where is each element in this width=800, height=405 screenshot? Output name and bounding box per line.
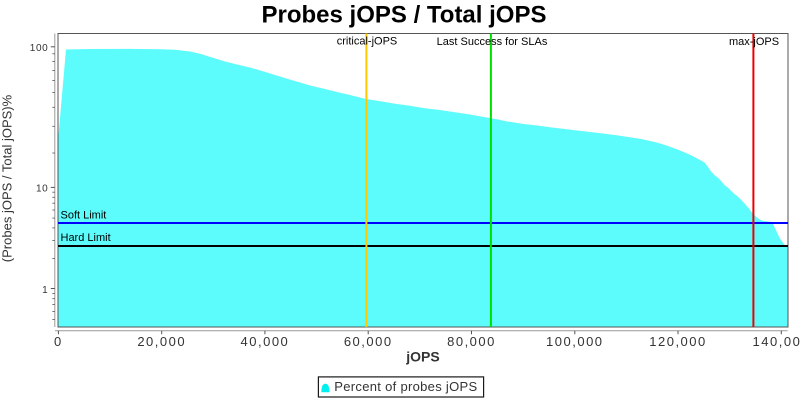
- svg-text:10: 10: [36, 184, 48, 195]
- svg-text:120,000: 120,000: [649, 334, 707, 349]
- svg-text:max-jOPS: max-jOPS: [729, 36, 779, 48]
- svg-text:Last Success for SLAs: Last Success for SLAs: [437, 36, 548, 48]
- svg-text:Hard Limit: Hard Limit: [61, 232, 111, 244]
- svg-text:jOPS: jOPS: [405, 349, 439, 365]
- svg-text:1: 1: [42, 285, 48, 296]
- svg-text:60,000: 60,000: [344, 334, 393, 349]
- svg-text:20,000: 20,000: [137, 334, 186, 349]
- svg-text:40,000: 40,000: [241, 334, 290, 349]
- svg-text:100,000: 100,000: [546, 334, 604, 349]
- svg-text:critical-jOPS: critical-jOPS: [337, 36, 398, 48]
- svg-text:100: 100: [30, 43, 49, 54]
- svg-text:Soft Limit: Soft Limit: [61, 210, 107, 222]
- svg-text:Percent of probes jOPS: Percent of probes jOPS: [334, 379, 477, 394]
- svg-text:0: 0: [54, 334, 63, 349]
- svg-text:80,000: 80,000: [447, 334, 496, 349]
- svg-text:140,000: 140,000: [753, 334, 800, 349]
- svg-text:Probes jOPS / Total jOPS: Probes jOPS / Total jOPS: [262, 2, 547, 29]
- svg-text:(Probes jOPS / Total jOPS)%: (Probes jOPS / Total jOPS)%: [0, 94, 15, 262]
